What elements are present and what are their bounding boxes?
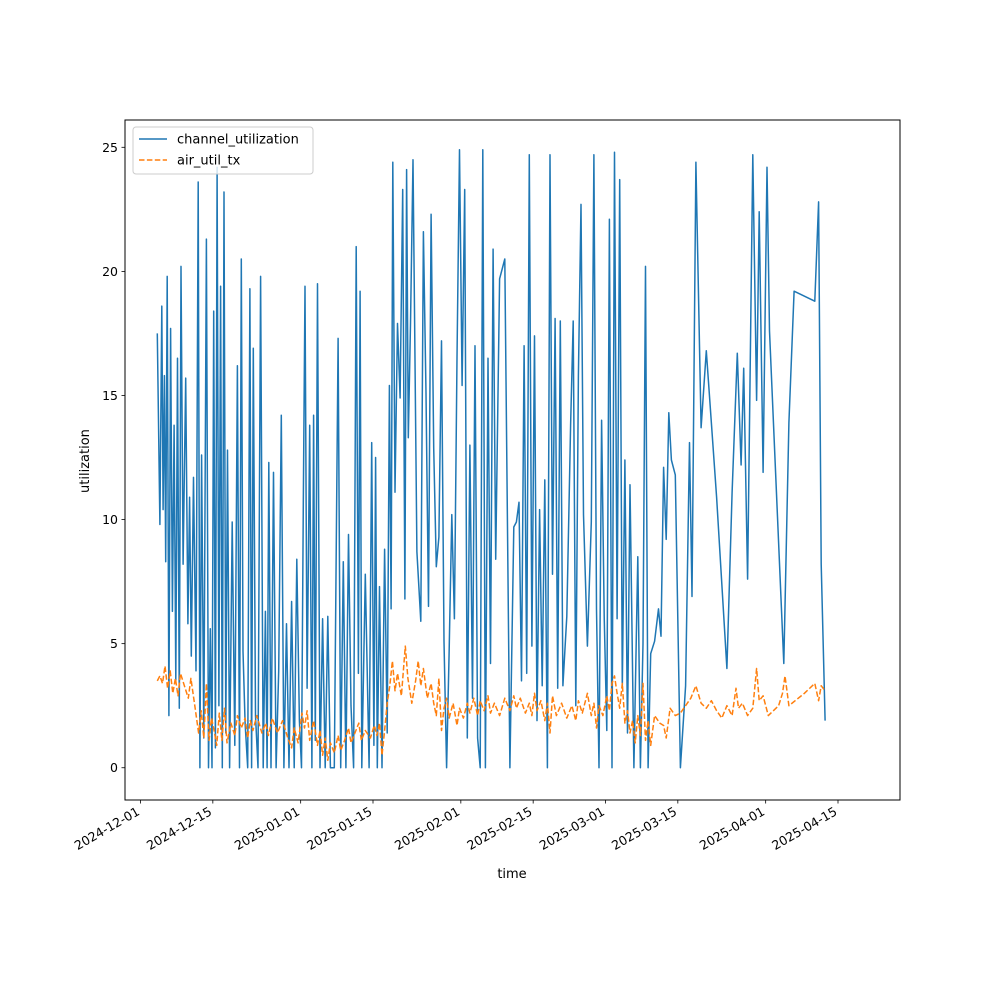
x-axis-label: time bbox=[497, 867, 526, 882]
legend-label-air-util-tx: air_util_tx bbox=[177, 154, 241, 169]
series-layer bbox=[156, 149, 826, 769]
y-axis: 0 5 10 15 20 25 bbox=[102, 140, 125, 775]
series-line-air-util-tx bbox=[156, 645, 826, 762]
y-tick-label: 25 bbox=[102, 140, 118, 155]
y-axis-label: utilization bbox=[78, 429, 93, 493]
plot-area-frame bbox=[124, 119, 901, 801]
y-tick-label: 5 bbox=[110, 636, 118, 651]
y-tick-label: 20 bbox=[102, 264, 118, 279]
legend: channel_utilization air_util_tx bbox=[132, 126, 314, 175]
legend-label-channel-utilization: channel_utilization bbox=[177, 133, 299, 148]
legend-box bbox=[132, 126, 314, 175]
y-tick-label: 0 bbox=[110, 760, 118, 775]
series-line-channel-utilization bbox=[156, 149, 826, 769]
y-tick-label: 10 bbox=[102, 512, 118, 527]
y-tick-label: 15 bbox=[102, 388, 118, 403]
